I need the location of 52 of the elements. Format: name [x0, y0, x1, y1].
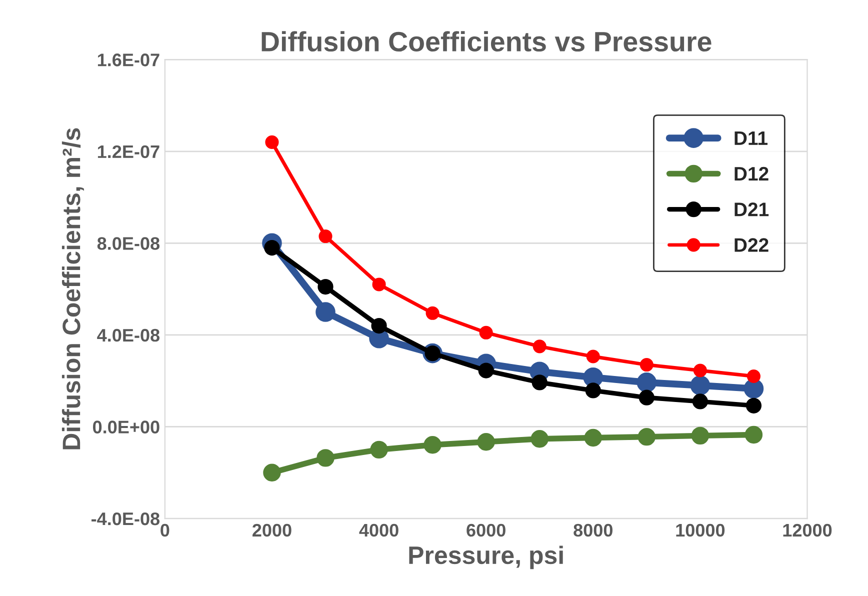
point	[693, 364, 707, 378]
point	[691, 426, 710, 445]
point	[263, 464, 281, 482]
y-tick-label: 0.0E+00	[93, 420, 160, 434]
point	[744, 426, 763, 444]
point	[318, 278, 334, 295]
point	[318, 230, 332, 244]
point	[426, 306, 440, 320]
point	[372, 278, 386, 292]
point	[585, 382, 601, 398]
point	[586, 350, 600, 364]
x-tick-label: 4000	[359, 524, 398, 537]
point	[371, 318, 387, 334]
y-tick-label: -4.0E-08	[92, 512, 160, 526]
x-axis-title: Pressure, psi	[409, 546, 563, 570]
point	[746, 398, 762, 414]
y-tick-label: 8.0E-08	[97, 237, 160, 250]
point	[532, 374, 548, 390]
point	[478, 362, 494, 378]
point	[530, 430, 548, 448]
legend-label: D21	[734, 202, 769, 216]
point	[316, 449, 334, 467]
x-tick-label: 6000	[466, 524, 506, 537]
point	[640, 358, 654, 372]
legend-label: D12	[734, 166, 768, 180]
x-tick-label: 8000	[574, 524, 612, 537]
x-tick-label: 0	[160, 524, 170, 537]
point	[316, 302, 336, 322]
legend-label: D11	[734, 131, 768, 145]
point	[584, 428, 602, 447]
chart-title: Diffusion Coefficients vs Pressure	[262, 31, 712, 52]
point	[479, 326, 493, 340]
y-tick-label: 1.2E-07	[98, 145, 160, 158]
point	[370, 440, 388, 459]
point	[746, 369, 760, 384]
point	[532, 340, 546, 354]
y-tick-label: 4.0E-08	[97, 328, 160, 342]
x-tick-label: 12000	[783, 524, 832, 537]
point	[477, 433, 495, 451]
point	[690, 376, 710, 396]
point	[265, 135, 279, 149]
legend-label: D22	[734, 238, 768, 252]
point	[638, 428, 656, 446]
point	[424, 436, 442, 454]
y-tick-label: 1.6E-07	[98, 54, 160, 66]
point	[636, 372, 657, 392]
point	[264, 240, 280, 256]
y-axis-title: Diffusion Coefficients, m²/s	[62, 128, 84, 450]
point	[638, 390, 654, 406]
point	[692, 394, 708, 410]
x-tick-label: 10000	[676, 524, 725, 537]
x-tick-label: 2000	[252, 524, 292, 537]
